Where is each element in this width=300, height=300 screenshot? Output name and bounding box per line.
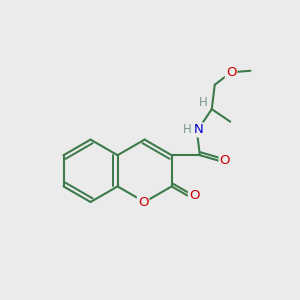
Text: N: N: [194, 123, 203, 136]
Text: O: O: [220, 154, 230, 167]
Text: O: O: [226, 66, 236, 79]
Text: O: O: [138, 196, 148, 208]
Text: H: H: [183, 123, 192, 136]
Text: H: H: [199, 96, 208, 109]
Text: O: O: [189, 189, 200, 202]
